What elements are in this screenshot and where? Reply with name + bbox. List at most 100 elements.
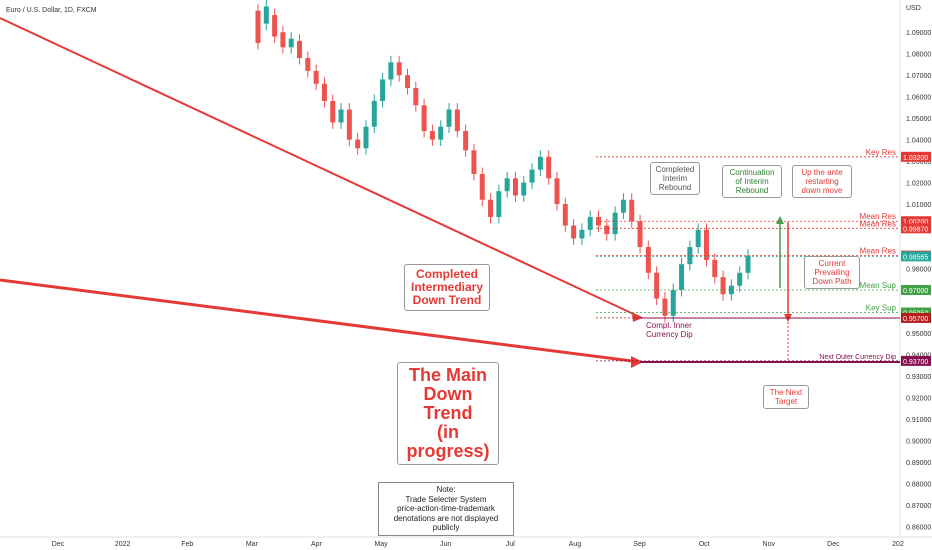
price-tag	[901, 355, 931, 366]
chart-title: Euro / U.S. Dollar, 1D, FXCM	[6, 7, 97, 14]
candle-body	[413, 88, 419, 106]
candle-body	[363, 126, 369, 149]
candle-body	[380, 79, 386, 101]
y-tick-label: 0.91000	[906, 417, 931, 424]
candle-body	[512, 178, 518, 196]
x-tick-label: Nov	[763, 541, 776, 548]
candle-body	[446, 109, 452, 127]
x-tick-label: Jul	[506, 541, 515, 548]
candle-body	[670, 289, 676, 316]
candle-body	[330, 100, 336, 123]
candle-body	[496, 191, 502, 217]
y-tick-label: 0.95000	[906, 331, 931, 338]
x-tick-label: Sep	[633, 541, 646, 548]
y-tick-label: 0.98000	[906, 267, 931, 274]
candle-body	[703, 229, 709, 260]
y-tick-label: 0.89000	[906, 460, 931, 467]
candle-body	[454, 109, 460, 132]
candle-body	[388, 62, 394, 80]
candle-body	[529, 169, 535, 183]
candle-body	[712, 259, 718, 278]
candle-body	[255, 10, 261, 43]
intermediary-arrow-head	[632, 313, 642, 322]
completed-intermediary-callout: Completed Intermediary Down Trend	[404, 264, 490, 311]
candle-body	[438, 126, 444, 140]
candle-body	[272, 15, 278, 37]
candle-body	[355, 139, 361, 149]
candle-body	[637, 221, 643, 248]
price-tag-label: 0.97000	[903, 288, 928, 295]
level-label: Mean Res	[860, 212, 896, 221]
price-tag	[901, 312, 931, 323]
completed-interim-callout: Completed Interim Rebound	[650, 162, 700, 195]
x-tick-label: Apr	[311, 541, 323, 548]
note-box: Note: Trade Selecter System price-action…	[378, 482, 514, 536]
candle-body	[612, 212, 618, 235]
candle-body	[554, 178, 560, 205]
y-tick-label: 1.05000	[906, 116, 931, 123]
price-tag	[901, 151, 931, 162]
candle-body	[571, 225, 577, 239]
candle-body	[745, 255, 751, 273]
y-tick-label: 1.08000	[906, 52, 931, 59]
candle-body	[737, 272, 743, 286]
candle-body	[521, 182, 527, 196]
x-tick-label: 2022	[115, 541, 131, 548]
candle-body	[313, 70, 319, 84]
candle-body	[645, 247, 651, 273]
candle-body	[321, 83, 327, 101]
y-tick-label: 1.03000	[906, 159, 931, 166]
price-tag-label: 0.98565	[903, 254, 928, 261]
x-tick-label: Dec	[52, 541, 65, 548]
candle-body	[396, 62, 402, 76]
x-axis-ticks: Dec 2022 Feb Mar Apr May Jun Jul Aug Sep Oct Nov Dec…	[52, 541, 904, 548]
candle-body	[297, 40, 303, 58]
y-tick-label: 0.93000	[906, 374, 931, 381]
main-trend-line	[0, 278, 641, 364]
price-tag-label: 1.00200	[903, 219, 928, 226]
y-tick-label: 1.01000	[906, 202, 931, 209]
main-arrow-head	[631, 356, 643, 368]
y-tick-label: 0.86000	[906, 524, 931, 531]
level-label: Next Outer Currency Dip	[819, 354, 896, 361]
candle-body	[662, 298, 668, 316]
candle-body	[504, 178, 510, 192]
continuation-arrow-head	[776, 216, 784, 224]
candle-body	[629, 199, 635, 222]
candle-body	[346, 109, 352, 140]
next-target-callout: The Next Target	[763, 385, 809, 409]
level-label: Mean Res	[860, 247, 896, 256]
candle-body	[463, 131, 469, 151]
candle-body	[720, 277, 726, 295]
continuation-callout: Continuation of Interim Rebound	[722, 165, 782, 198]
candle-body	[562, 204, 568, 226]
y-tick-label: 0.87000	[906, 503, 931, 510]
candle-body	[679, 264, 685, 290]
y-tick-label: 1.09000	[906, 30, 931, 37]
price-tag-label: 0.95700	[903, 316, 928, 323]
x-tick-label: Feb	[181, 541, 193, 548]
candle-body	[728, 285, 734, 295]
price-tag	[901, 216, 931, 227]
candle-body	[695, 229, 701, 248]
main-down-trend-callout: The Main Down Trend (in progress)	[397, 362, 499, 465]
level-label: Mean Sup	[860, 281, 897, 290]
y-tick-label: 0.92000	[906, 395, 931, 402]
y-tick-label: 1.02000	[906, 181, 931, 188]
candle-body	[604, 225, 610, 235]
x-tick-label: Oct	[699, 541, 710, 548]
x-tick-label: May	[374, 541, 388, 548]
candle-body	[479, 173, 485, 200]
y-tick-label: 0.90000	[906, 438, 931, 445]
x-tick-label: Mar	[246, 541, 259, 548]
price-tag	[901, 251, 931, 262]
price-tag-label: 0.93700	[903, 359, 928, 366]
y-tick-label: 1.04000	[906, 138, 931, 145]
current-prevailing-callout: Current Prevailing Down Path	[804, 256, 860, 289]
candle-body	[429, 131, 435, 140]
levels-group: 1.03200 Key Res 1.00200 Mean Res 0.99870 Mean…	[596, 148, 931, 366]
compl-inner-label: Compl. Inner Currency Dip	[646, 321, 693, 339]
up-the-ante-callout: Up the ante restarting down move	[792, 165, 852, 198]
price-tag	[901, 307, 931, 318]
